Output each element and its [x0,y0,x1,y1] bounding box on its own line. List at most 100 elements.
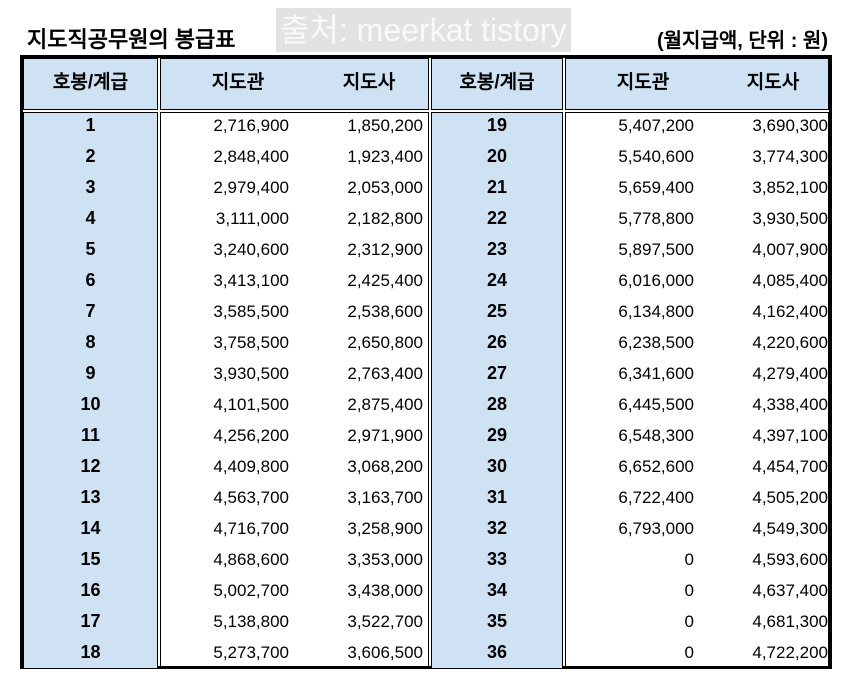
jidosa-salary: 4,593,600 [752,550,828,569]
header-grade: 호봉/계급 [52,72,129,93]
grade-number: 12 [80,456,101,476]
jidogwan-salary: 3,758,500 [213,333,289,352]
jidogwan-salary: 0 [684,550,694,569]
jidogwan-salary: 6,445,500 [618,395,694,414]
grade-number: 7 [85,301,96,321]
grade-number: 5 [85,239,96,259]
jidosa-salary: 3,930,500 [752,209,828,228]
grade-number: 29 [486,425,508,445]
grade-number: 13 [80,487,101,507]
grade-number: 23 [486,239,508,259]
jidogwan-salary: 5,540,600 [618,147,694,166]
jidogwan-salary: 6,652,600 [618,457,694,476]
jidosa-salary: 3,353,000 [347,550,423,569]
header-jidogwan: 지도관 [211,72,265,93]
jidosa-salary: 3,068,200 [347,457,423,476]
jidosa-salary: 3,258,900 [347,519,423,538]
jidogwan-salary: 6,134,800 [618,302,694,321]
jidosa-salary: 2,538,600 [347,302,423,321]
values-column-right [565,112,829,669]
jidogwan-salary: 3,240,600 [213,240,289,259]
jidogwan-salary: 6,722,400 [618,488,694,507]
jidogwan-salary: 5,407,200 [618,116,694,135]
jidosa-salary: 3,163,700 [347,488,423,507]
header-grade: 호봉/계급 [459,72,535,93]
jidogwan-salary: 5,778,800 [618,209,694,228]
jidogwan-salary: 0 [684,643,694,662]
salary-table: 호봉/계급 지도관 지도사 호봉/계급 지도관 지도사 1 2,716,900 1,… [20,55,832,669]
jidosa-salary: 3,774,300 [752,147,828,166]
jidogwan-salary: 3,930,500 [213,364,289,383]
jidosa-salary: 4,722,200 [752,643,828,662]
jidosa-salary: 4,279,400 [752,364,828,383]
grade-number: 19 [486,115,508,135]
grade-number: 14 [80,518,101,538]
grade-number: 35 [486,611,508,631]
watermark: 출처: meerkat tistory [276,8,571,52]
header-grade-right [431,58,563,110]
jidogwan-salary: 5,273,700 [213,643,289,662]
grade-number: 21 [486,177,508,197]
grade-number: 17 [80,611,101,631]
grade-number: 10 [80,394,101,414]
jidosa-salary: 4,007,900 [752,240,828,259]
grade-number: 9 [85,363,96,383]
jidogwan-salary: 3,585,500 [213,302,289,321]
grade-number: 30 [486,456,508,476]
jidosa-salary: 2,875,400 [347,395,423,414]
jidogwan-salary: 6,238,500 [618,333,694,352]
jidogwan-salary: 0 [684,612,694,631]
grade-number: 32 [486,518,508,538]
grade-number: 15 [80,549,101,569]
jidogwan-salary: 3,111,000 [215,209,289,228]
jidosa-salary: 2,971,900 [347,426,423,445]
grade-number: 26 [486,332,508,352]
jidosa-salary: 4,505,200 [752,488,828,507]
grade-number: 11 [80,425,101,445]
jidogwan-salary: 6,793,000 [618,519,694,538]
grade-number: 1 [85,115,96,135]
jidogwan-salary: 6,548,300 [618,426,694,445]
jidosa-salary: 3,852,100 [752,178,828,197]
jidosa-salary: 1,923,400 [347,147,423,166]
jidosa-salary: 2,650,800 [347,333,423,352]
jidosa-salary: 2,763,400 [347,364,423,383]
jidogwan-salary: 0 [684,581,694,600]
jidosa-salary: 3,606,500 [347,643,423,662]
jidosa-salary: 4,085,400 [752,271,828,290]
header-values-right [565,58,829,110]
grade-number: 22 [486,208,508,228]
jidosa-salary: 3,438,000 [347,581,423,600]
jidosa-salary: 2,425,400 [347,271,423,290]
grade-number: 16 [80,580,101,600]
grade-column-right [431,112,563,669]
jidosa-salary: 3,690,300 [752,116,828,135]
jidogwan-salary: 3,413,100 [213,271,289,290]
jidogwan-salary: 5,138,800 [213,612,289,631]
jidosa-salary: 4,162,400 [752,302,828,321]
jidogwan-salary: 5,002,700 [213,581,289,600]
jidosa-salary: 4,637,400 [752,581,828,600]
jidosa-salary: 4,220,600 [752,333,828,352]
grade-number: 25 [486,301,508,321]
jidogwan-salary: 4,563,700 [213,488,289,507]
jidosa-salary: 2,312,900 [347,240,423,259]
header-grade-left [23,58,158,110]
header-jidosa: 지도사 [746,72,800,93]
jidosa-salary: 4,397,100 [752,426,828,445]
header-jidogwan: 지도관 [616,72,670,93]
values-column-left [160,112,429,669]
page-title: 지도직공무원의 봉급표 [27,27,236,52]
jidosa-salary: 4,338,400 [752,395,828,414]
jidogwan-salary: 4,101,500 [213,395,289,414]
jidogwan-salary: 4,256,200 [213,426,289,445]
grade-number: 34 [486,580,508,600]
grade-number: 24 [486,270,508,290]
header-jidosa: 지도사 [342,72,396,93]
jidogwan-salary: 2,979,400 [213,178,289,197]
grade-number: 33 [486,549,508,569]
jidosa-salary: 3,522,700 [347,612,423,631]
header-values-left [160,58,429,110]
grade-number: 31 [486,487,508,507]
unit-label: (월지급액, 단위 : 원) [656,30,828,52]
